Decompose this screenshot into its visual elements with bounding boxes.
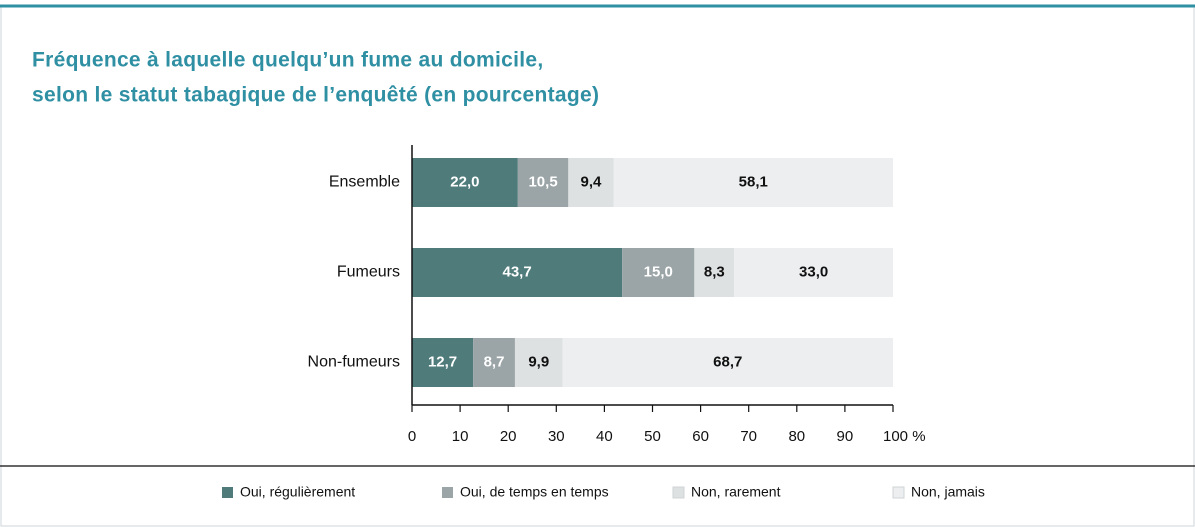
bar-segment bbox=[568, 158, 614, 207]
x-tick-label: 40 bbox=[596, 428, 613, 445]
bar-segment bbox=[613, 158, 893, 207]
value-label: 33,0 bbox=[799, 263, 828, 280]
value-label: 22,0 bbox=[450, 173, 479, 190]
x-tick-label: 50 bbox=[644, 428, 661, 445]
chart-title: selon le statut tabagique de l’enquêté (… bbox=[32, 84, 599, 107]
value-label: 8,3 bbox=[704, 263, 725, 280]
legend-label: Oui, régulièrement bbox=[240, 484, 355, 500]
bar-segment bbox=[473, 338, 515, 387]
value-label: 9,9 bbox=[528, 353, 549, 370]
x-tick-label: 20 bbox=[500, 428, 517, 445]
bar-segment bbox=[734, 248, 893, 297]
legend-label: Non, rarement bbox=[691, 484, 781, 500]
x-tick-label: 30 bbox=[548, 428, 565, 445]
category-label: Fumeurs bbox=[337, 264, 400, 281]
legend-swatch bbox=[442, 487, 453, 498]
value-label: 43,7 bbox=[502, 263, 531, 280]
x-tick-label: 60 bbox=[692, 428, 709, 445]
x-tick-label: 70 bbox=[740, 428, 757, 445]
value-label: 58,1 bbox=[739, 173, 768, 190]
chart-title: Fréquence à laquelle quelqu’un fume au d… bbox=[32, 49, 544, 72]
legend-swatch bbox=[222, 487, 233, 498]
x-tick-label: 90 bbox=[837, 428, 854, 445]
value-label: 9,4 bbox=[581, 173, 603, 190]
bar-segment bbox=[412, 248, 623, 297]
legend-label: Non, jamais bbox=[911, 484, 985, 500]
bar-segment bbox=[412, 338, 474, 387]
legend-swatch bbox=[892, 486, 905, 499]
value-label: 12,7 bbox=[428, 353, 457, 370]
value-label: 8,7 bbox=[484, 353, 505, 370]
value-label: 68,7 bbox=[713, 353, 742, 370]
category-label: Ensemble bbox=[329, 174, 400, 191]
category-label: Non-fumeurs bbox=[308, 354, 400, 371]
bar-segment bbox=[412, 158, 518, 207]
value-label: 10,5 bbox=[528, 173, 557, 190]
x-tick-label: 10 bbox=[452, 428, 469, 445]
legend-swatch bbox=[672, 486, 685, 499]
bar-segment bbox=[514, 338, 563, 387]
legend-label: Oui, de temps en temps bbox=[460, 484, 609, 500]
x-tick-label: 100 % bbox=[883, 428, 926, 445]
x-tick-label: 0 bbox=[408, 428, 416, 445]
value-label: 15,0 bbox=[644, 263, 673, 280]
bar-segment bbox=[622, 248, 695, 297]
bar-segment bbox=[517, 158, 569, 207]
x-tick-label: 80 bbox=[788, 428, 805, 445]
bar-segment bbox=[562, 338, 893, 387]
bar-segment bbox=[694, 248, 735, 297]
